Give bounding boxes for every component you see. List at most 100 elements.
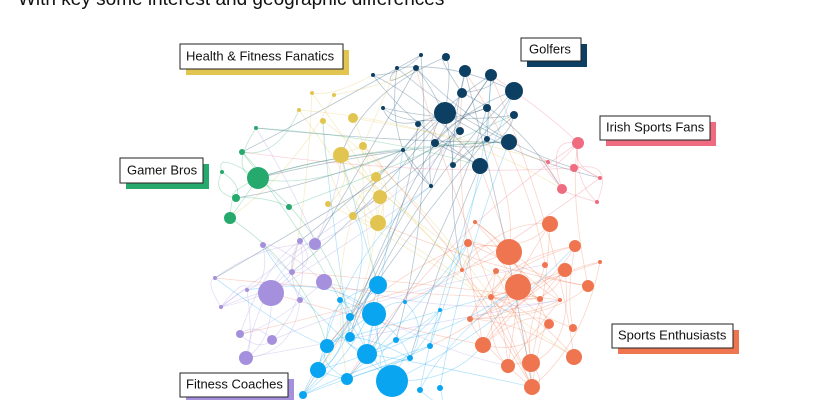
edge [314, 67, 417, 245]
edge [530, 269, 567, 364]
edge [404, 242, 469, 303]
node [310, 362, 326, 378]
node [558, 263, 572, 277]
edge [241, 54, 422, 153]
node [572, 137, 584, 149]
label-box [520, 37, 582, 62]
node [236, 330, 244, 338]
node [429, 184, 433, 188]
edge [490, 296, 561, 313]
node [505, 82, 523, 100]
edge [235, 149, 404, 199]
node [524, 379, 540, 395]
edge [362, 145, 379, 286]
edge [314, 130, 461, 245]
edge [404, 301, 420, 359]
edge [339, 299, 411, 359]
edge [434, 70, 466, 144]
node [595, 200, 599, 204]
node [569, 240, 581, 252]
node [320, 118, 326, 124]
edge [257, 149, 404, 179]
edge [298, 109, 379, 224]
node [403, 300, 407, 304]
node [260, 242, 266, 248]
node [349, 212, 357, 220]
labels: Health & Fitness Fanatics Golfers Irish … [119, 37, 739, 403]
label-box [611, 323, 734, 349]
node [232, 194, 240, 202]
label-box [119, 157, 204, 184]
edge [317, 309, 441, 371]
edge [474, 221, 561, 301]
edge [469, 245, 576, 320]
node [582, 280, 594, 292]
node [362, 302, 386, 326]
node [289, 269, 295, 275]
node [395, 66, 399, 70]
node [438, 308, 442, 312]
node [467, 316, 473, 322]
segment-label: Golfers [529, 41, 571, 56]
edge [430, 74, 492, 187]
edge [245, 299, 561, 359]
edge [352, 117, 379, 224]
node [299, 391, 307, 399]
edge [415, 67, 533, 388]
edge [394, 67, 432, 187]
edge [444, 112, 601, 179]
edge [270, 185, 432, 294]
node [598, 176, 602, 180]
edge [339, 215, 354, 380]
edge [366, 353, 533, 388]
edge [469, 264, 546, 320]
edge [340, 56, 447, 156]
edge [482, 323, 550, 348]
edge [340, 154, 379, 286]
edge [352, 117, 549, 163]
nodes [213, 53, 602, 399]
node [501, 134, 517, 150]
node [570, 164, 578, 172]
edge [469, 318, 575, 358]
edge [439, 141, 510, 389]
node [558, 298, 562, 302]
edge [333, 67, 417, 96]
label-box [179, 372, 289, 398]
node [348, 113, 358, 123]
node [332, 93, 336, 97]
edge [349, 296, 492, 338]
edge [377, 222, 589, 287]
edge [214, 130, 461, 279]
node [510, 111, 518, 119]
edge [322, 120, 354, 217]
node [254, 126, 258, 130]
node [450, 162, 456, 168]
edge [474, 221, 561, 301]
node [371, 172, 381, 182]
edge [255, 127, 510, 143]
edge [419, 90, 515, 391]
node [346, 313, 354, 321]
edge [395, 54, 425, 341]
node [357, 344, 377, 364]
edge [495, 270, 533, 388]
edge [322, 120, 492, 298]
edge [577, 142, 598, 203]
node [220, 170, 224, 174]
edge [235, 197, 290, 208]
node [472, 158, 488, 174]
node [320, 339, 334, 353]
edge [461, 269, 533, 388]
node [415, 121, 421, 127]
node [316, 274, 332, 290]
edge [467, 242, 589, 287]
edge [288, 114, 515, 208]
node [557, 184, 567, 194]
edge [352, 130, 461, 217]
node [459, 65, 471, 77]
node [345, 332, 355, 342]
node [546, 160, 550, 164]
edge [377, 222, 492, 298]
